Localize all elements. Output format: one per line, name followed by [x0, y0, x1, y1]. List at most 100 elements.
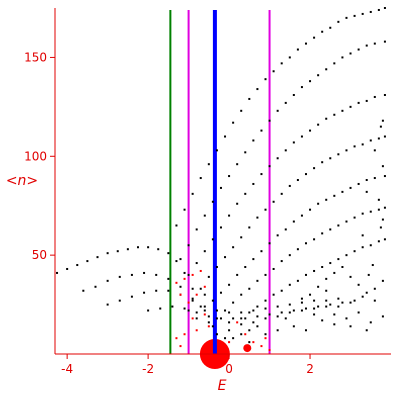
data-point-0-213 — [280, 260, 283, 263]
data-point-0-239 — [337, 258, 340, 261]
data-point-0-26 — [118, 275, 121, 278]
red-point-1-19 — [175, 337, 178, 340]
data-point-0-136 — [195, 262, 198, 265]
data-point-0-169 — [272, 200, 275, 203]
data-point-0-37 — [252, 321, 255, 324]
data-point-0-100 — [321, 30, 324, 33]
data-point-0-2 — [76, 264, 79, 267]
data-point-0-162 — [215, 266, 218, 269]
data-point-0-7 — [126, 248, 129, 251]
data-point-0-274 — [381, 119, 384, 122]
data-point-0-83 — [183, 208, 186, 211]
data-point-0-125 — [309, 80, 312, 83]
data-point-0-189 — [252, 258, 255, 261]
data-point-0-237 — [321, 266, 324, 269]
data-point-0-174 — [313, 167, 316, 170]
data-point-0-178 — [345, 149, 348, 152]
red-point-1-5 — [195, 293, 198, 296]
red-point-1-20 — [179, 345, 182, 348]
data-point-0-202 — [357, 182, 360, 185]
data-point-0-108 — [383, 7, 386, 9]
data-point-0-129 — [341, 56, 344, 59]
red-point-1-3 — [175, 281, 178, 284]
data-point-0-118 — [252, 139, 255, 142]
data-point-0-293 — [365, 329, 368, 332]
data-point-0-271 — [377, 198, 380, 201]
data-point-0-292 — [349, 325, 352, 328]
data-point-0-286 — [195, 317, 198, 320]
data-point-0-54 — [228, 311, 231, 314]
data-point-0-175 — [321, 161, 324, 164]
data-point-0-285 — [211, 325, 214, 328]
data-point-0-224 — [369, 210, 372, 213]
red-point-1-21 — [228, 341, 231, 344]
red-point-1-13 — [236, 321, 239, 324]
data-point-0-214 — [288, 254, 291, 257]
data-point-0-257 — [345, 317, 348, 320]
data-point-0-147 — [284, 149, 287, 152]
data-point-0-231 — [272, 293, 275, 296]
data-point-0-266 — [361, 295, 364, 298]
data-point-0-234 — [296, 279, 299, 282]
data-point-0-156 — [357, 101, 360, 104]
data-point-0-165 — [240, 236, 243, 239]
data-point-0-135 — [187, 273, 190, 276]
data-point-0-43 — [325, 305, 328, 308]
data-point-0-167 — [256, 216, 259, 219]
data-point-0-180 — [361, 143, 364, 146]
data-point-0-172 — [296, 179, 299, 182]
data-point-0-264 — [337, 305, 340, 308]
data-point-0-106 — [369, 10, 372, 13]
data-point-0-249 — [333, 271, 336, 274]
data-point-0-25 — [106, 279, 109, 282]
data-point-0-196 — [309, 208, 312, 211]
data-point-0-238 — [329, 262, 332, 265]
data-point-0-142 — [244, 192, 247, 195]
data-point-0-98 — [304, 42, 307, 45]
data-point-0-261 — [292, 325, 295, 328]
data-point-0-244 — [377, 240, 380, 243]
data-point-0-71 — [232, 317, 235, 320]
data-point-0-207 — [232, 301, 235, 304]
data-point-0-199 — [333, 194, 336, 197]
data-point-0-81 — [353, 299, 356, 302]
data-point-0-177 — [337, 153, 340, 156]
data-point-0-28 — [143, 271, 146, 274]
data-point-0-148 — [292, 141, 295, 144]
data-point-0-65 — [159, 307, 162, 310]
data-point-0-67 — [183, 307, 186, 310]
data-point-0-79 — [329, 303, 332, 306]
data-point-0-284 — [228, 329, 231, 332]
data-point-0-130 — [349, 52, 352, 55]
data-point-0-102 — [337, 20, 340, 23]
data-point-0-110 — [187, 244, 190, 247]
data-point-0-143 — [252, 182, 255, 185]
data-point-0-265 — [349, 301, 352, 304]
data-point-0-15 — [199, 305, 202, 308]
data-point-0-66 — [171, 305, 174, 308]
x-axis-title: E — [218, 378, 227, 394]
data-point-0-203 — [365, 179, 368, 182]
data-point-0-281 — [284, 317, 287, 320]
data-point-0-131 — [357, 48, 360, 51]
red-point-1-14 — [244, 333, 247, 336]
data-point-0-272 — [381, 165, 384, 168]
data-point-0-226 — [383, 206, 386, 209]
data-point-0-230 — [264, 299, 267, 302]
data-point-0-58 — [276, 305, 279, 308]
data-point-0-241 — [353, 250, 356, 253]
data-point-0-182 — [377, 137, 380, 140]
data-point-0-13 — [183, 271, 186, 274]
data-point-0-245 — [383, 238, 386, 241]
data-point-0-133 — [373, 42, 376, 45]
data-point-0-46 — [130, 295, 133, 298]
data-point-0-96 — [288, 56, 291, 59]
data-point-0-21 — [248, 329, 251, 332]
data-point-0-185 — [219, 291, 222, 294]
red-point-1-17 — [260, 345, 263, 348]
data-point-0-166 — [248, 226, 251, 229]
data-point-0-288 — [203, 293, 206, 296]
data-point-0-140 — [228, 214, 231, 217]
data-point-0-229 — [256, 305, 259, 308]
red-point-1-11 — [195, 329, 198, 332]
